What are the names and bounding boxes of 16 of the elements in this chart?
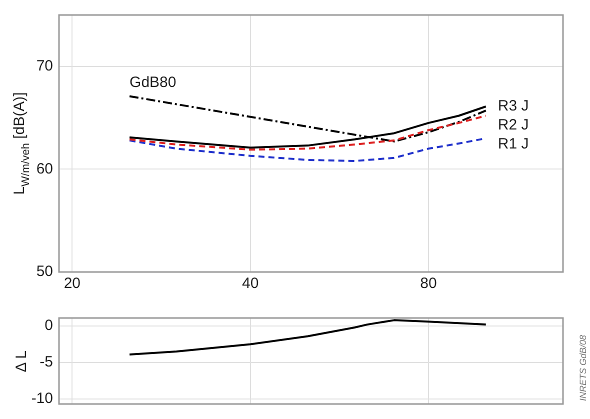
x-tick-label: 40	[242, 275, 259, 292]
y-tick-label: 0	[44, 317, 53, 334]
text: INRETS GdB/08	[578, 334, 588, 401]
y-tick-label: -10	[31, 390, 53, 408]
y-axis-title: LW/m/veh [dB(A)]	[11, 92, 32, 195]
y-axis-title: Δ L	[13, 350, 30, 372]
series-label: R1 J	[498, 136, 529, 153]
series-label: GdB80	[130, 74, 176, 91]
y-tick-label: 70	[36, 58, 53, 75]
y-tick-label: 60	[36, 160, 53, 178]
y-tick-label: -5	[40, 354, 53, 371]
y-tick-label: 50	[36, 263, 53, 280]
series-label: R2 J	[498, 116, 529, 134]
x-tick-label: 80	[420, 275, 437, 292]
series-label: R3 J	[498, 98, 529, 115]
x-tick-label: 20	[64, 275, 81, 292]
